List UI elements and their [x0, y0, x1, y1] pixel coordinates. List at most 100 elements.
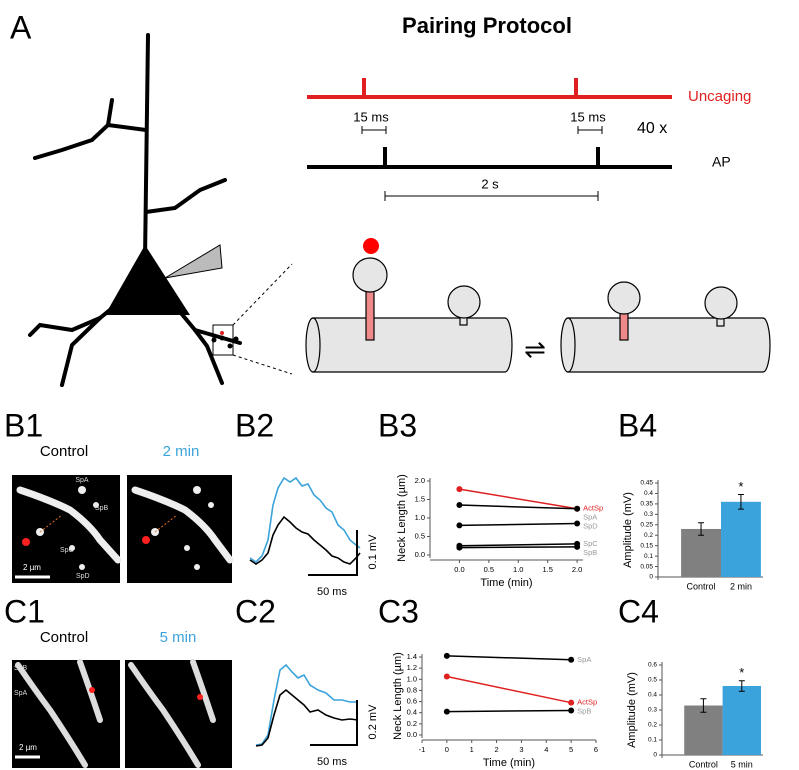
panel-label: B4	[618, 407, 657, 443]
neck-measure	[39, 514, 178, 533]
soma	[105, 245, 190, 315]
condition-label: 2 min	[163, 443, 200, 460]
series-line	[446, 675, 572, 704]
x-tick-label: 1	[470, 745, 474, 754]
y-axis-label: Neck Length (µm)	[392, 652, 404, 740]
trace-control	[255, 688, 359, 747]
x-axis-label: Time (min)	[483, 757, 535, 769]
uncaging-spot	[142, 536, 150, 544]
y-tick-label: 0.05	[640, 563, 653, 570]
y-tick-label: 0.5	[415, 531, 425, 540]
y-tick-label: 0.15	[640, 542, 653, 549]
trace-after	[249, 476, 361, 564]
point	[443, 652, 450, 659]
uncaging-label: Uncaging	[688, 88, 751, 105]
bracket	[577, 126, 603, 134]
point	[456, 502, 463, 509]
series-line	[459, 488, 578, 510]
condition-label: Control	[40, 629, 88, 646]
series-label: ActSp	[583, 504, 603, 513]
x-axis-label: Time (min)	[480, 577, 532, 589]
y-tick-label: 1.0	[407, 674, 417, 683]
bar	[722, 686, 761, 755]
uncaging-spot	[89, 687, 95, 693]
bar	[721, 501, 761, 577]
y-tick-label: 0.0	[407, 730, 417, 739]
y-tick-label: 0.8	[407, 685, 417, 694]
spine-label: SpA	[14, 690, 28, 697]
y-tick-label: 2.0	[415, 476, 425, 485]
panel-label: A	[10, 9, 32, 45]
interval: 2 s	[481, 176, 499, 191]
uncaging-spot	[197, 694, 203, 700]
trace-control	[249, 515, 361, 565]
point	[456, 486, 463, 493]
y-tick-label: 0.6	[648, 662, 657, 669]
y-tick-label: 0	[649, 574, 653, 581]
error-bar	[700, 698, 707, 713]
y-tick-label: 1.2	[407, 663, 417, 672]
y-tick-label: 0.4	[644, 490, 653, 497]
ap-trace	[307, 147, 672, 169]
y-tick-label: 0.35	[640, 501, 653, 508]
series-line	[446, 709, 572, 713]
y-tick-label: 0.4	[648, 692, 657, 699]
point	[443, 673, 450, 680]
error-bar	[698, 522, 705, 536]
panel-label: B3	[378, 407, 417, 443]
series-line	[446, 655, 572, 661]
scale-label: 2 µm	[23, 563, 41, 572]
x-tick-label: 5 min	[731, 759, 753, 769]
y-axis-label: Neck Length (µm)	[396, 474, 408, 562]
y-tick-label: 0.1	[648, 737, 657, 744]
x-tick-label: 1.0	[513, 565, 523, 574]
scale-label: 0.2 mV	[367, 704, 379, 740]
x-tick-label: 5	[569, 745, 573, 754]
scale-label: 50 ms	[317, 756, 347, 768]
y-tick-label: 1.0	[415, 513, 425, 522]
scale-label: 0.1 mV	[367, 534, 379, 570]
point	[568, 707, 575, 714]
panel-label: C4	[618, 593, 659, 629]
series-label: SpA	[577, 655, 591, 664]
y-tick-label: 0.2	[407, 719, 417, 728]
x-tick-label: 0.0	[454, 565, 464, 574]
y-tick-label: 0.5	[648, 677, 657, 684]
condition-label: 5 min	[160, 629, 197, 646]
x-tick-label: -1	[419, 745, 426, 754]
scale-bar	[310, 700, 358, 746]
x-tick-label: 0.5	[484, 565, 494, 574]
condition-label: Control	[40, 443, 88, 460]
x-tick-label: 2.0	[572, 565, 582, 574]
x-tick-label: 4	[544, 745, 548, 754]
trace-after	[255, 663, 358, 746]
point	[574, 520, 581, 527]
spine-label: SpC	[60, 547, 74, 554]
neuron	[28, 33, 242, 387]
scale-bar	[308, 530, 358, 576]
y-axis-label: Amplitude (mV)	[626, 672, 638, 748]
point	[443, 708, 450, 715]
uncaging-spot	[22, 538, 30, 546]
x-tick-label: Control	[689, 759, 718, 769]
error-bar	[737, 493, 744, 510]
pipette	[164, 244, 223, 279]
y-tick-label: 0.45	[640, 480, 653, 487]
repeats: 40 x	[637, 120, 667, 137]
point	[456, 544, 463, 551]
spine-label: SpD	[76, 573, 90, 580]
scale-label: 50 ms	[317, 586, 347, 598]
y-axis-label: Amplitude (mV)	[622, 492, 634, 568]
pulse-width: 15 ms	[353, 109, 389, 124]
series-label: SpC	[583, 539, 598, 548]
y-tick-label: 0.6	[407, 697, 417, 706]
uncaging-trace	[307, 78, 672, 99]
point	[568, 656, 575, 663]
y-tick-label: 0.25	[640, 521, 653, 528]
uncaging-spot	[220, 331, 224, 335]
bracket	[384, 191, 599, 201]
panel-label: C2	[235, 593, 276, 629]
dendrite-image	[16, 486, 234, 564]
protocol-title: Pairing Protocol	[402, 13, 572, 38]
zoom-lines	[232, 263, 293, 375]
